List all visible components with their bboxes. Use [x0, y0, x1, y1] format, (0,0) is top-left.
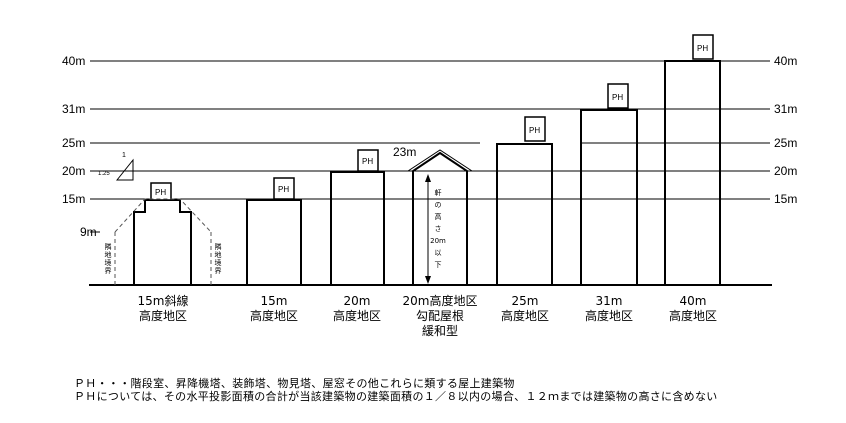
- slope-line: [114, 198, 212, 233]
- district-2-line-1: 15m: [261, 294, 288, 308]
- building-4-outline: [412, 151, 468, 285]
- left-boundary-char-3: 境: [105, 258, 112, 267]
- building-40m: PH: [664, 34, 721, 285]
- building-15m-slope: PH 隣 地 境 界 隣 地 境 界: [105, 182, 222, 285]
- right-label-25m: 25m: [774, 136, 797, 150]
- eaves-arrow-down: [425, 276, 431, 284]
- district-6-line-1: 31m: [596, 294, 623, 308]
- right-boundary-char-3: 境: [215, 258, 222, 267]
- right-boundary-char-2: 地: [215, 250, 222, 259]
- right-label-40m: 40m: [774, 54, 797, 68]
- building-1-penthouse: [150, 182, 172, 201]
- building-3-outline: [330, 171, 385, 285]
- building-20m-sloped-roof: 23m 軒 の 高 さ 20m 以 下: [393, 145, 473, 285]
- left-label-20m: 20m: [62, 164, 85, 178]
- building-6-penthouse: [607, 83, 629, 109]
- district-5-line-2: 高度地区: [501, 308, 549, 323]
- building-6-outline: [580, 109, 638, 285]
- left-boundary-char-4: 界: [105, 267, 112, 275]
- building-2-penthouse: [273, 177, 295, 200]
- eaves-arrow-up: [425, 174, 431, 182]
- building-6-ph-label: PH: [612, 93, 623, 102]
- building-7-ph-label: PH: [697, 44, 708, 53]
- right-label-20m: 20m: [774, 164, 797, 178]
- district-4-line-2: 勾配屋根: [416, 309, 464, 323]
- right-label-15m: 15m: [774, 192, 797, 206]
- eaves-char-2: の: [435, 201, 442, 209]
- district-2-line-2: 高度地区: [250, 308, 298, 323]
- eaves-char-7: 下: [435, 261, 442, 269]
- building-7-outline: [664, 60, 721, 285]
- right-boundary-char-1: 隣: [215, 242, 222, 251]
- building-7-penthouse: [692, 34, 714, 60]
- right-boundary-char-4: 界: [215, 267, 222, 275]
- eaves-char-1: 軒: [435, 189, 442, 197]
- slope-run: 1.25: [98, 171, 110, 177]
- district-3-line-2: 高度地区: [333, 308, 381, 323]
- district-6-line-2: 高度地区: [585, 308, 633, 323]
- building-5-ph-label: PH: [529, 126, 540, 135]
- district-1-line-1: 15m斜線: [138, 293, 189, 308]
- roof-height-label: 23m: [393, 145, 416, 159]
- left-label-15m: 15m: [62, 192, 85, 206]
- building-4-roof-line: [407, 149, 473, 172]
- reference-lines: [90, 60, 770, 233]
- left-label-40m: 40m: [62, 54, 85, 68]
- slope-indicator: 1 1.25: [98, 152, 134, 181]
- eaves-char-6: 以: [435, 249, 442, 257]
- slope-triangle: [115, 158, 134, 181]
- building-20m: PH: [330, 149, 385, 285]
- footnotes: ＰＨ・・・階段室、昇降機塔、装飾塔、物見塔、屋窓その他これらに類する屋上建築物 …: [74, 377, 718, 403]
- district-1-line-2: 高度地区: [139, 308, 187, 323]
- left-label-9m: 9m: [80, 225, 97, 239]
- right-label-31m: 31m: [774, 102, 797, 116]
- eaves-char-5: 20m: [430, 237, 446, 245]
- note-ph-exclusion: ＰＨについては、その水平投影面積の合計が当該建築物の建築面積の１／８以内の場合、…: [74, 390, 718, 403]
- eaves-char-4: さ: [435, 225, 442, 233]
- building-2-ph-label: PH: [278, 185, 289, 194]
- slope-rise: 1: [122, 152, 126, 159]
- building-2-outline: [246, 199, 302, 285]
- building-1-outline: [133, 199, 192, 285]
- building-1-ph-label: PH: [155, 188, 166, 197]
- district-5-line-1: 25m: [512, 294, 539, 308]
- building-31m: PH: [580, 83, 638, 285]
- left-label-25m: 25m: [62, 136, 85, 150]
- building-15m: PH: [246, 177, 302, 285]
- district-4-line-3: 緩和型: [422, 324, 458, 338]
- district-3-line-1: 20m: [344, 294, 371, 308]
- note-ph-definition: ＰＨ・・・階段室、昇降機塔、装飾塔、物見塔、屋窓その他これらに類する屋上建築物: [74, 377, 515, 390]
- district-7-line-2: 高度地区: [669, 308, 717, 323]
- eaves-char-3: 高: [435, 212, 442, 221]
- left-boundary-char-2: 地: [105, 250, 112, 259]
- district-7-line-1: 40m: [680, 294, 707, 308]
- left-boundary-char-1: 隣: [105, 242, 112, 251]
- district-4-line-1: 20m高度地区: [403, 293, 478, 308]
- building-5-outline: [496, 143, 553, 285]
- building-5-penthouse: [524, 116, 546, 142]
- building-3-ph-label: PH: [362, 157, 373, 166]
- building-3-penthouse: [357, 149, 379, 172]
- building-25m: PH: [496, 116, 553, 285]
- left-label-31m: 31m: [62, 102, 85, 116]
